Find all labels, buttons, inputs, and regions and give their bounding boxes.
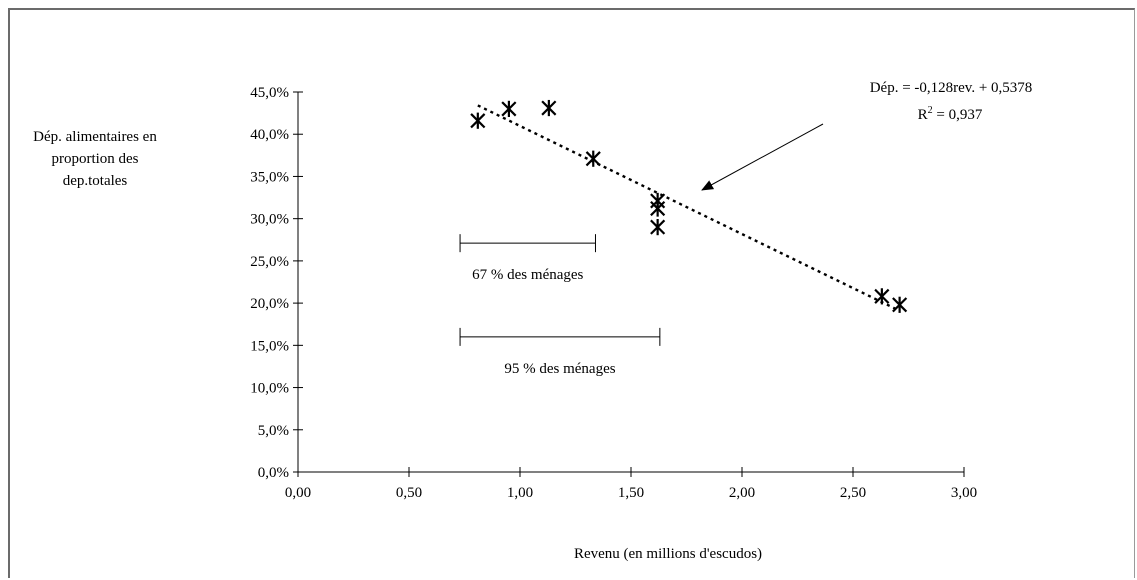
r-squared-label: R2 = 0,937 [918,105,983,123]
data-point [650,219,666,236]
y-tick-label: 20,0% [250,296,289,312]
y-tick-label: 40,0% [250,127,289,143]
range-bracket: 67 % des ménages [459,234,596,283]
x-tick-label: 2,50 [840,485,866,501]
x-tick-label: 3,00 [951,485,977,501]
data-point [874,288,890,305]
data-point [585,150,601,167]
data-point [541,99,557,117]
y-axis-title-line-3: dep.totales [63,173,128,189]
regression-trendline [477,104,901,312]
y-axis-title-line-2: proportion des [51,151,138,167]
y-tick-label: 10,0% [250,381,289,397]
x-tick-label: 2,00 [729,485,755,501]
y-tick-label: 35,0% [250,169,289,185]
data-points [470,99,908,313]
x-tick-label: 1,50 [618,485,644,501]
x-axis-title: Revenu (en millions d'escudos) [574,546,762,562]
x-tick-label: 1,00 [507,485,533,501]
r-squared-value: = 0,937 [933,107,983,123]
annotation-arrow [701,123,824,191]
regression-equation: Dép. = -0,128rev. + 0,5378 [870,80,1033,96]
y-tick-label: 25,0% [250,254,289,270]
y-axis-title-line-1: Dép. alimentaires en [33,129,157,145]
range-brackets: 67 % des ménages 95 % des ménages [459,234,661,377]
y-tick-label: 15,0% [250,338,289,354]
data-point [892,296,908,313]
axes: 0,0% 5,0% 10,0% 15,0% 20,0% 25,0% 30,0% 35,0% 40… [250,85,977,501]
range-bracket: 95 % des ménages [459,327,661,377]
y-tick-label: 30,0% [250,212,289,228]
data-point [470,112,486,129]
y-tick-label: 5,0% [258,423,289,439]
range-bracket-label: 95 % des ménages [504,361,615,377]
r-squared-exponent: 2 [928,105,933,116]
y-tick-label: 45,0% [250,85,289,101]
x-tick-label: 0,00 [285,485,311,501]
data-point [501,100,517,117]
r-squared-symbol: R [918,107,928,123]
data-point [650,200,666,217]
x-tick-label: 0,50 [396,485,422,501]
range-bracket-label: 67 % des ménages [472,267,583,283]
y-tick-label: 0,0% [258,465,289,481]
chart-frame [8,8,1135,578]
trendline-group [477,104,901,312]
